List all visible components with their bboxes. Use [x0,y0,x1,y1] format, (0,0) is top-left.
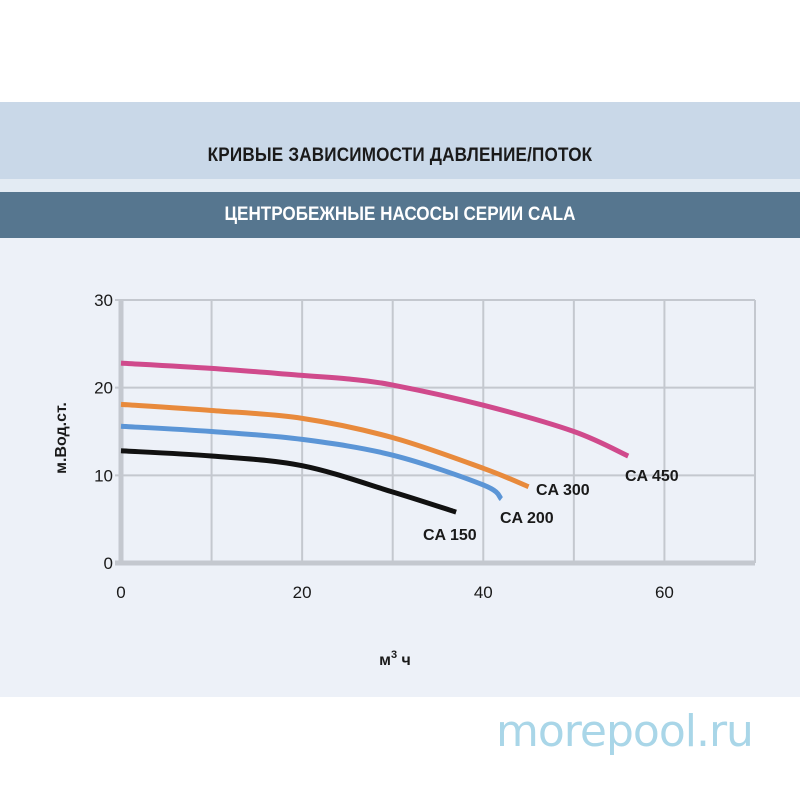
subtitle-band: ЦЕНТРОБЕЖНЫЕ НАСОСЫ СЕРИИ CALA [0,192,800,238]
y-tick-label: 30 [94,291,113,310]
x-tick-label: 20 [293,583,312,602]
series-label-ca-200: CA 200 [500,510,554,527]
band-divider [0,179,800,192]
y-tick-label: 0 [104,554,113,573]
y-axis-label: м.Вод.ст. [53,402,70,474]
axis-ticks: 0 10 20 30 0 20 40 60 [94,291,674,602]
y-tick-label: 20 [94,379,113,398]
watermark-logo: morepool.ru [496,706,754,757]
series-label-ca-300: CA 300 [536,482,590,499]
chart-title: КРИВЫЕ ЗАВИСИМОСТИ ДАВЛЕНИЕ/ПОТОК [207,145,593,166]
chart-grid [115,299,756,566]
series-ca-200-line [120,423,504,501]
title-band: КРИВЫЕ ЗАВИСИМОСТИ ДАВЛЕНИЕ/ПОТОК [0,102,800,179]
x-tick-label: 0 [116,583,125,602]
series-label-ca-150: CA 150 [423,527,477,544]
series-ca-300-line [120,401,530,490]
series-ca-450-line [120,360,630,459]
y-tick-label: 10 [94,466,113,485]
series-labels: CA 450 CA 300 CA 200 CA 150 [423,468,679,544]
chart-panel [0,238,800,697]
x-tick-label: 60 [655,583,674,602]
chart-series [120,360,630,515]
x-axis-label: м3 ч [379,649,411,669]
series-label-ca-450: CA 450 [625,468,679,485]
chart-subtitle: ЦЕНТРОБЕЖНЫЕ НАСОСЫ СЕРИИ CALA [224,204,576,225]
x-tick-label: 40 [474,583,493,602]
series-ca-150-line [120,448,457,515]
